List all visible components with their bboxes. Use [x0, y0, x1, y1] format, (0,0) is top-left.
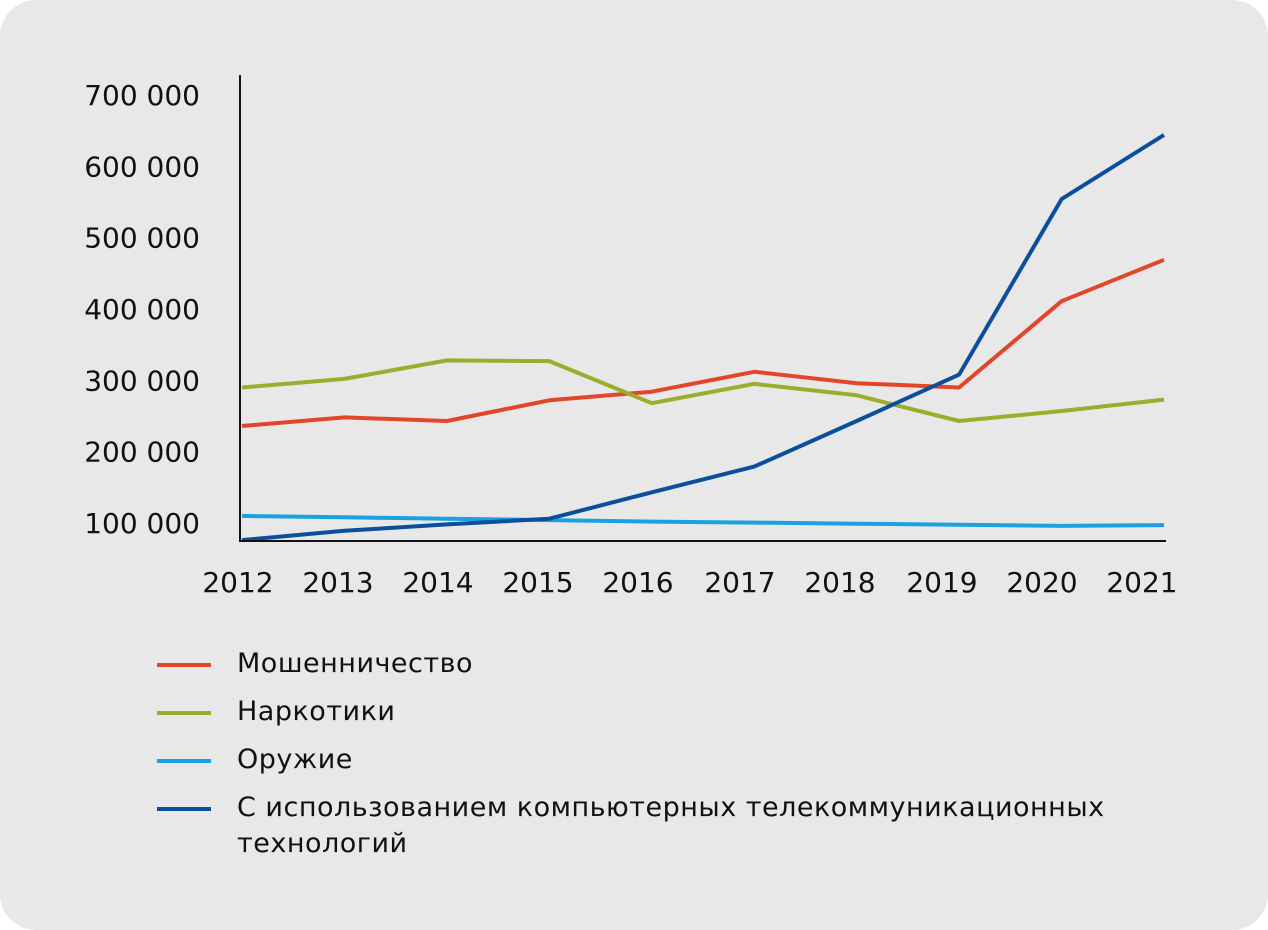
legend-item-weapons: Оружие — [157, 742, 1197, 778]
legend-swatch-drugs — [157, 711, 211, 715]
y-tick-label: 700 000 — [84, 79, 200, 112]
legend-item-drugs: Наркотики — [157, 694, 1197, 730]
legend-item-cyber: С использованием компьютерных телекоммун… — [157, 790, 1197, 862]
series-line-cyber — [241, 133, 1166, 543]
y-tick-label: 600 000 — [84, 150, 200, 183]
legend-label-drugs: Наркотики — [237, 696, 396, 727]
x-tick-label: 2016 — [602, 566, 673, 599]
series-line-fraud — [241, 257, 1165, 428]
x-tick-label: 2015 — [502, 566, 573, 599]
legend-label-weapons: Оружие — [237, 744, 353, 775]
legend-swatch-weapons — [157, 759, 211, 763]
x-tick-label: 2012 — [202, 566, 273, 599]
x-tick-label: 2020 — [1006, 566, 1077, 599]
x-tick-label: 2013 — [302, 566, 373, 599]
legend-swatch-fraud — [157, 663, 211, 667]
x-tick-label: 2019 — [906, 566, 977, 599]
y-tick-label: 200 000 — [84, 436, 200, 469]
legend: Мошенничество Наркотики Оружие С использ… — [157, 646, 1197, 874]
y-tick-label: 300 000 — [84, 364, 200, 397]
legend-swatch-cyber — [157, 807, 211, 811]
x-tick-label: 2018 — [804, 566, 875, 599]
legend-item-fraud: Мошенничество — [157, 646, 1197, 682]
x-tick-labels: 2012 2013 2014 2015 2016 2017 2018 2019 2020 2021 — [202, 566, 1177, 599]
x-tick-label: 2021 — [1106, 566, 1177, 599]
series-line-drugs — [241, 358, 1165, 423]
legend-label-cyber: С использованием компьютерных телекоммун… — [237, 792, 1105, 859]
legend-label-fraud: Мошенничество — [237, 648, 474, 679]
axes-layer — [239, 75, 1166, 542]
y-tick-label: 100 000 — [84, 507, 200, 540]
x-tick-label: 2017 — [704, 566, 775, 599]
x-tick-label: 2014 — [402, 566, 473, 599]
y-tick-label: 500 000 — [84, 222, 200, 255]
series-layer — [241, 133, 1166, 543]
series-line-weapons — [241, 513, 1165, 528]
y-tick-label: 400 000 — [84, 293, 200, 326]
y-tick-labels: 100 000 200 000 300 000 400 000 500 000 600 0… — [84, 79, 200, 540]
